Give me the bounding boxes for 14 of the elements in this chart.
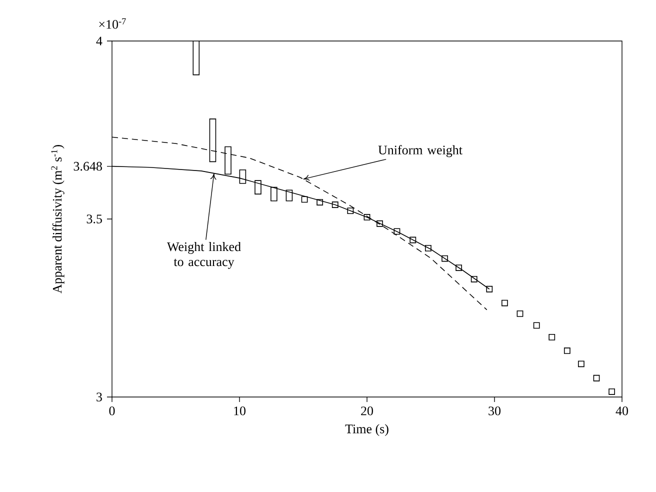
- y-tick-label: 3.5: [86, 214, 102, 224]
- y-tick-label: 3: [96, 392, 102, 402]
- annotation: Uniform weight: [378, 145, 462, 158]
- x-tick-label: 10: [234, 406, 246, 416]
- x-tick-label: 0: [109, 406, 115, 416]
- y-axis-title: Apparent diffusivity (m$^{2}$ s$^{-1}$): [51, 145, 64, 294]
- text: ×10$^{-7}$: [99, 18, 126, 29]
- y-tick-label: 3.648: [74, 162, 102, 171]
- x-axis-title: Time (s): [345, 424, 388, 436]
- x-tick-label: 30: [488, 406, 500, 416]
- y-tick-label: 4: [96, 36, 102, 46]
- x-tick-label: 20: [361, 406, 373, 416]
- annotation: Weight linked to accuracy: [166, 242, 241, 269]
- x-tick-label: 40: [616, 406, 628, 416]
